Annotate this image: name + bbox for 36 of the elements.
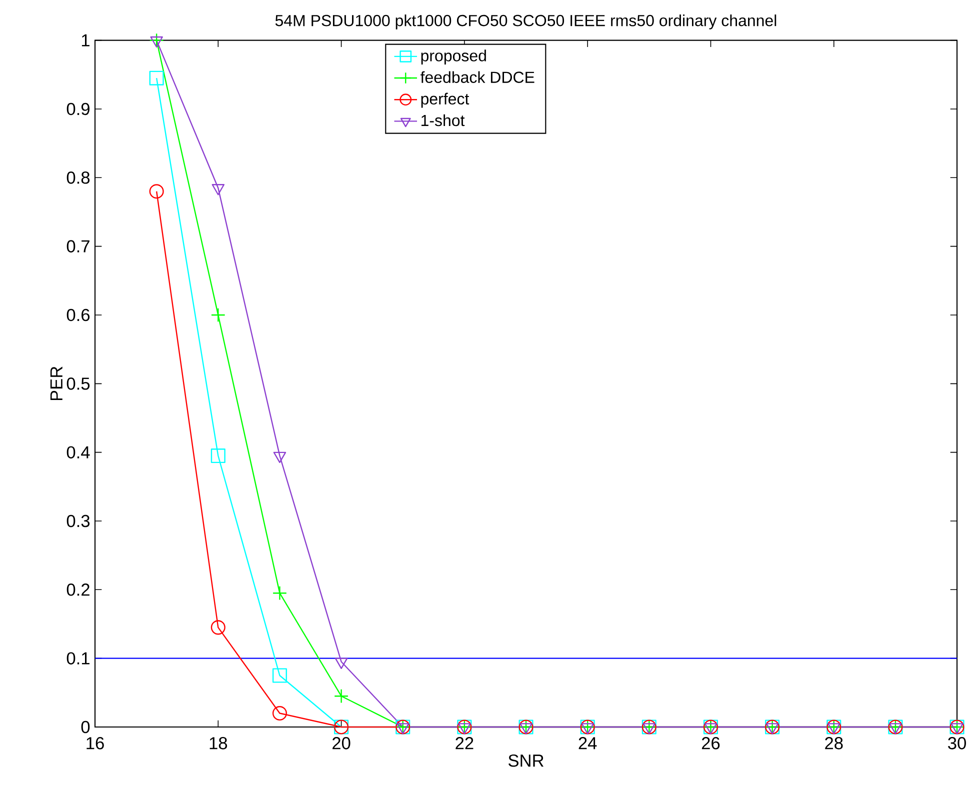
y-tick-label: 1 [82,34,90,46]
x-axis-title: SNR [508,754,544,767]
point [272,586,287,600]
x-tick-label: 26 [702,737,720,750]
point [210,620,226,635]
legend-label: feedback DDCE [420,71,534,83]
y-tick-label: 0.7 [66,240,90,252]
point [210,308,226,322]
point [149,70,164,86]
x-tick-label: 30 [948,737,966,750]
x-tick-label: 20 [332,737,350,750]
y-tick-label: 0.3 [66,514,90,528]
point [272,668,287,683]
x-tick-label: 28 [825,737,843,750]
x-tick-label: 24 [578,737,597,750]
legend-label: perfect [421,92,470,108]
x-tick-label: 18 [210,737,228,750]
point [149,184,164,199]
point [149,33,164,48]
y-tick-label: 0.8 [66,172,90,184]
point [272,706,287,721]
x-tick-label: 16 [86,737,104,750]
y-tick-label: 0 [81,720,90,734]
chart-title: 54M PSDU1000 pkt1000 CFO50 SCO50 IEEE rms50 ordinary channel [275,14,776,30]
x-tick-label: 22 [456,737,474,750]
y-tick-label: 0.9 [66,102,90,116]
legend-label: proposed [421,50,486,65]
y-tick-label: 0.2 [66,584,90,596]
y-axis-title: PER [50,366,62,400]
point [334,688,349,704]
y-tick-label: 0.1 [66,652,90,664]
point [210,448,226,464]
legend-label: 1-shot [421,114,465,126]
y-tick-label: 0.6 [66,308,90,322]
y-tick-label: 0.5 [66,378,90,390]
y-tick-label: 0.4 [66,446,90,458]
